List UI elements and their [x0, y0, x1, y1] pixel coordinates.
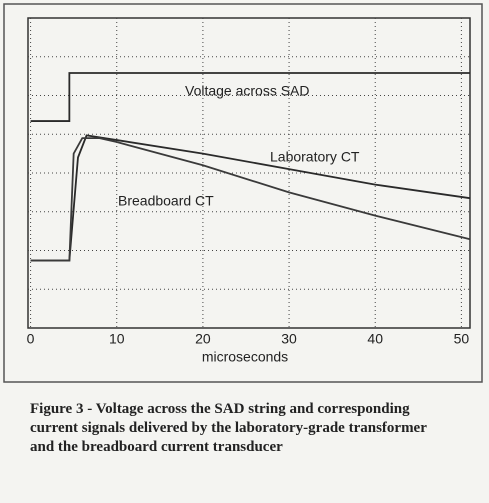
series-label: Laboratory CT	[270, 149, 360, 165]
series-line	[30, 134, 471, 262]
series-label: Voltage across SAD	[185, 83, 310, 99]
series-label: Breadboard CT	[118, 193, 214, 209]
x-tick-label: 20	[195, 331, 211, 347]
frame	[3, 3, 483, 383]
series-line	[30, 137, 471, 262]
x-tick-label: 30	[281, 331, 297, 347]
x-tick-label: 50	[454, 331, 470, 347]
x-axis-label: microseconds	[202, 349, 288, 365]
x-tick-label: 10	[109, 331, 125, 347]
x-tick-label: 40	[367, 331, 383, 347]
chart: microseconds 0 10 20 30 40 50 Voltage across S…	[3, 3, 483, 383]
x-tick-label: 0	[27, 331, 35, 347]
caption: Figure 3 - Voltage across the SAD string…	[30, 401, 427, 455]
series-line	[30, 72, 470, 122]
